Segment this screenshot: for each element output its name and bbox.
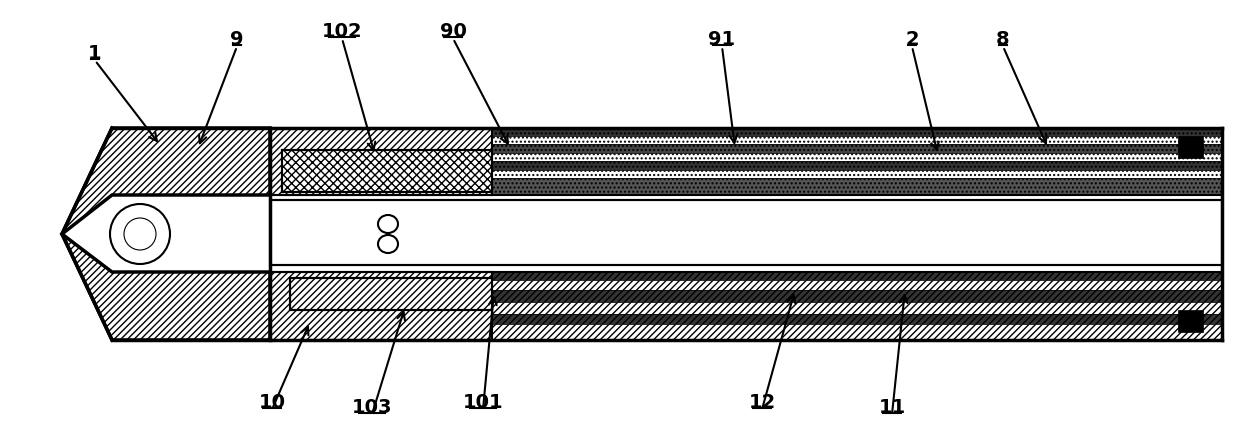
Polygon shape bbox=[281, 150, 492, 192]
Bar bbox=[1178, 310, 1203, 332]
Polygon shape bbox=[492, 324, 1221, 340]
Polygon shape bbox=[492, 144, 1221, 153]
Polygon shape bbox=[492, 128, 1221, 136]
Polygon shape bbox=[290, 278, 492, 310]
Polygon shape bbox=[270, 200, 1221, 265]
Text: 101: 101 bbox=[463, 393, 503, 412]
Text: 10: 10 bbox=[258, 393, 285, 412]
Polygon shape bbox=[62, 128, 270, 234]
Text: 90: 90 bbox=[439, 22, 466, 41]
Text: 103: 103 bbox=[352, 398, 392, 417]
Text: 8: 8 bbox=[996, 30, 1009, 49]
Polygon shape bbox=[492, 161, 1221, 170]
Polygon shape bbox=[62, 234, 270, 340]
Polygon shape bbox=[492, 290, 1221, 302]
Text: 9: 9 bbox=[231, 30, 244, 49]
Polygon shape bbox=[492, 280, 1221, 290]
Text: 2: 2 bbox=[905, 30, 919, 49]
Text: 91: 91 bbox=[708, 30, 735, 49]
Text: 12: 12 bbox=[749, 393, 776, 412]
Polygon shape bbox=[492, 178, 1221, 195]
Polygon shape bbox=[492, 136, 1221, 144]
Polygon shape bbox=[492, 153, 1221, 161]
Ellipse shape bbox=[378, 215, 398, 233]
Ellipse shape bbox=[378, 235, 398, 253]
Bar bbox=[1178, 136, 1203, 158]
Text: 102: 102 bbox=[321, 22, 362, 41]
Polygon shape bbox=[492, 272, 1221, 280]
Circle shape bbox=[110, 204, 170, 264]
Polygon shape bbox=[492, 170, 1221, 178]
Circle shape bbox=[124, 218, 156, 250]
Polygon shape bbox=[492, 314, 1221, 324]
Polygon shape bbox=[270, 272, 492, 340]
Polygon shape bbox=[492, 302, 1221, 314]
Text: 11: 11 bbox=[878, 398, 905, 417]
Polygon shape bbox=[270, 128, 492, 195]
Text: 1: 1 bbox=[88, 44, 102, 63]
